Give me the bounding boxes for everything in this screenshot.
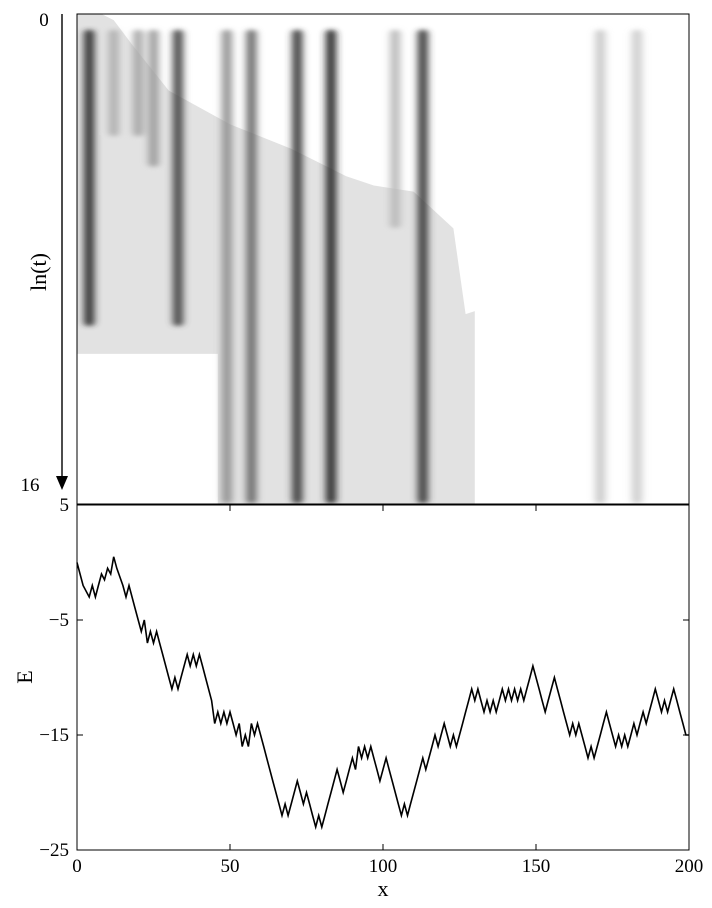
heatmap-column-7	[292, 29, 303, 504]
heatmap-y-axis-title: ln(t)	[26, 253, 51, 291]
heatmap-column-0	[84, 29, 95, 327]
x-tick-label-100: 100	[369, 856, 398, 877]
heatmap-column-8	[326, 29, 336, 504]
y-tick-label-3: −25	[39, 840, 69, 861]
heatmap-column-12	[632, 29, 642, 504]
heatmap-column-5	[222, 29, 232, 504]
line-y-axis-title: E	[12, 670, 37, 683]
heatmap-column-10	[417, 29, 428, 504]
x-tick-label-150: 150	[522, 856, 551, 877]
heatmap-panel: 0 16 ln(t)	[21, 10, 690, 505]
energy-series-line	[76, 556, 689, 831]
heatmap-y-axis-arrowhead	[56, 476, 68, 490]
line-panel: 0 50 100 150 200 5 −5 −15 −25 x E	[12, 495, 703, 901]
heatmap-column-9	[390, 29, 401, 229]
heatmap-y-tick-label-0: 0	[39, 10, 49, 31]
y-tick-label-0: 5	[60, 495, 70, 516]
line-x-axis-title: x	[378, 876, 389, 901]
x-tick-label-0: 0	[72, 856, 82, 877]
heatmap-column-6	[246, 29, 257, 504]
line-y-ticks: 5 −5 −15 −25	[39, 495, 689, 861]
heatmap-column-4	[173, 29, 183, 327]
heatmap-column-3	[148, 29, 159, 168]
line-plot-frame	[76, 504, 690, 851]
heatmap-column-11	[595, 29, 606, 504]
heatmap-column-2	[133, 29, 144, 137]
x-tick-label-50: 50	[221, 856, 240, 877]
heatmap-columns	[84, 29, 642, 504]
y-tick-label-1: −5	[49, 610, 69, 631]
line-x-ticks: 0 50 100 150 200	[72, 505, 703, 877]
heatmap-frame	[76, 13, 690, 505]
heatmap-column-1	[108, 29, 119, 137]
x-tick-label-200: 200	[675, 856, 704, 877]
heatmap-y-tick-label-16: 16	[21, 475, 40, 496]
y-tick-label-2: −15	[39, 725, 69, 746]
